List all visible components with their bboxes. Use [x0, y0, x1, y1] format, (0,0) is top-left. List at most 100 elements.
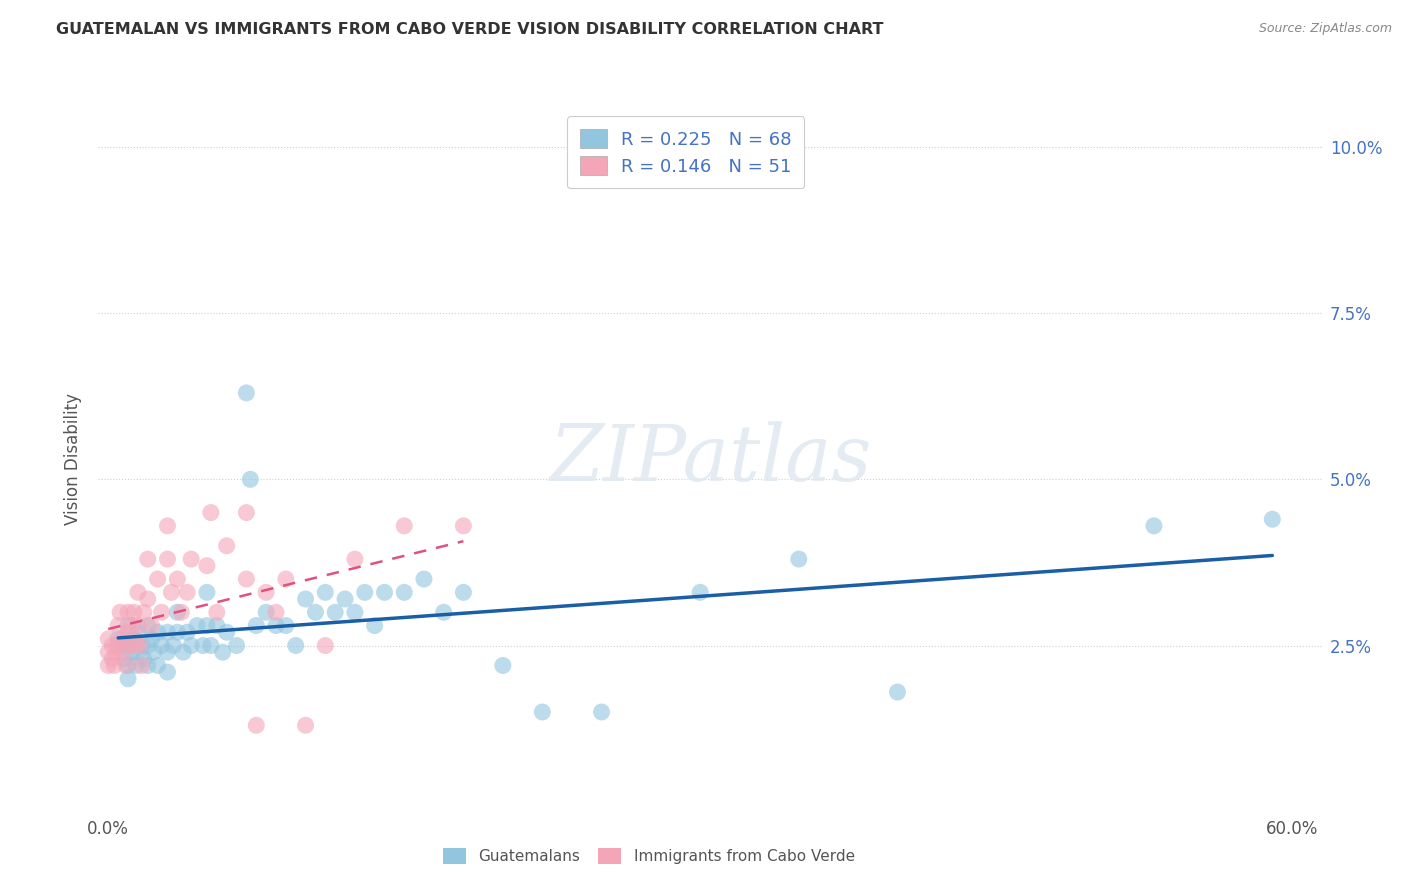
- Point: [112, 652, 135, 666]
- Point: [176, 585, 198, 599]
- Point: [689, 585, 711, 599]
- Point: [225, 639, 247, 653]
- Point: [205, 605, 228, 619]
- Point: [117, 639, 139, 653]
- Point: [107, 639, 129, 653]
- Point: [107, 632, 129, 646]
- Point: [392, 519, 416, 533]
- Point: [146, 572, 169, 586]
- Point: [453, 585, 475, 599]
- Point: [156, 645, 179, 659]
- Point: [125, 639, 148, 653]
- Point: [156, 519, 179, 533]
- Point: [186, 618, 208, 632]
- Point: [107, 618, 129, 632]
- Point: [363, 618, 385, 632]
- Point: [101, 652, 124, 666]
- Point: [97, 645, 120, 659]
- Point: [245, 618, 267, 632]
- Point: [97, 658, 120, 673]
- Point: [127, 618, 149, 632]
- Point: [117, 618, 139, 632]
- Point: [323, 605, 346, 619]
- Point: [132, 652, 155, 666]
- Point: [304, 605, 326, 619]
- Point: [111, 632, 134, 646]
- Point: [235, 385, 257, 400]
- Point: [314, 639, 336, 653]
- Point: [112, 645, 135, 659]
- Point: [200, 639, 222, 653]
- Point: [127, 585, 149, 599]
- Point: [264, 618, 287, 632]
- Point: [191, 639, 214, 653]
- Point: [314, 585, 336, 599]
- Point: [1143, 519, 1166, 533]
- Point: [343, 605, 366, 619]
- Point: [886, 685, 908, 699]
- Point: [254, 585, 277, 599]
- Point: [284, 639, 307, 653]
- Point: [141, 618, 163, 632]
- Point: [136, 658, 159, 673]
- Point: [166, 605, 188, 619]
- Point: [136, 592, 159, 607]
- Point: [200, 506, 222, 520]
- Point: [156, 625, 179, 640]
- Point: [264, 605, 287, 619]
- Point: [591, 705, 613, 719]
- Point: [176, 625, 198, 640]
- Point: [172, 645, 194, 659]
- Point: [531, 705, 554, 719]
- Point: [122, 605, 145, 619]
- Text: GUATEMALAN VS IMMIGRANTS FROM CABO VERDE VISION DISABILITY CORRELATION CHART: GUATEMALAN VS IMMIGRANTS FROM CABO VERDE…: [56, 22, 884, 37]
- Point: [205, 618, 228, 632]
- Point: [343, 552, 366, 566]
- Point: [254, 605, 277, 619]
- Point: [117, 672, 139, 686]
- Point: [166, 572, 188, 586]
- Point: [274, 618, 297, 632]
- Point: [108, 605, 131, 619]
- Point: [235, 572, 257, 586]
- Point: [245, 718, 267, 732]
- Point: [180, 639, 202, 653]
- Point: [127, 645, 149, 659]
- Point: [103, 658, 125, 673]
- Point: [180, 552, 202, 566]
- Y-axis label: Vision Disability: Vision Disability: [65, 393, 83, 525]
- Point: [274, 572, 297, 586]
- Point: [121, 645, 143, 659]
- Point: [195, 558, 218, 573]
- Point: [156, 552, 179, 566]
- Point: [195, 618, 218, 632]
- Point: [150, 639, 173, 653]
- Point: [132, 605, 155, 619]
- Point: [433, 605, 456, 619]
- Point: [294, 592, 316, 607]
- Point: [117, 658, 139, 673]
- Point: [136, 552, 159, 566]
- Point: [166, 625, 188, 640]
- Point: [235, 506, 257, 520]
- Point: [125, 658, 148, 673]
- Point: [131, 639, 153, 653]
- Point: [127, 625, 149, 640]
- Point: [142, 645, 165, 659]
- Point: [392, 585, 416, 599]
- Point: [787, 552, 810, 566]
- Point: [453, 519, 475, 533]
- Point: [117, 639, 139, 653]
- Point: [294, 718, 316, 732]
- Point: [121, 618, 143, 632]
- Point: [1261, 512, 1284, 526]
- Point: [333, 592, 356, 607]
- Point: [215, 625, 238, 640]
- Point: [101, 639, 124, 653]
- Point: [160, 585, 183, 599]
- Point: [136, 639, 159, 653]
- Text: Source: ZipAtlas.com: Source: ZipAtlas.com: [1258, 22, 1392, 36]
- Point: [170, 605, 193, 619]
- Point: [105, 645, 128, 659]
- Point: [146, 658, 169, 673]
